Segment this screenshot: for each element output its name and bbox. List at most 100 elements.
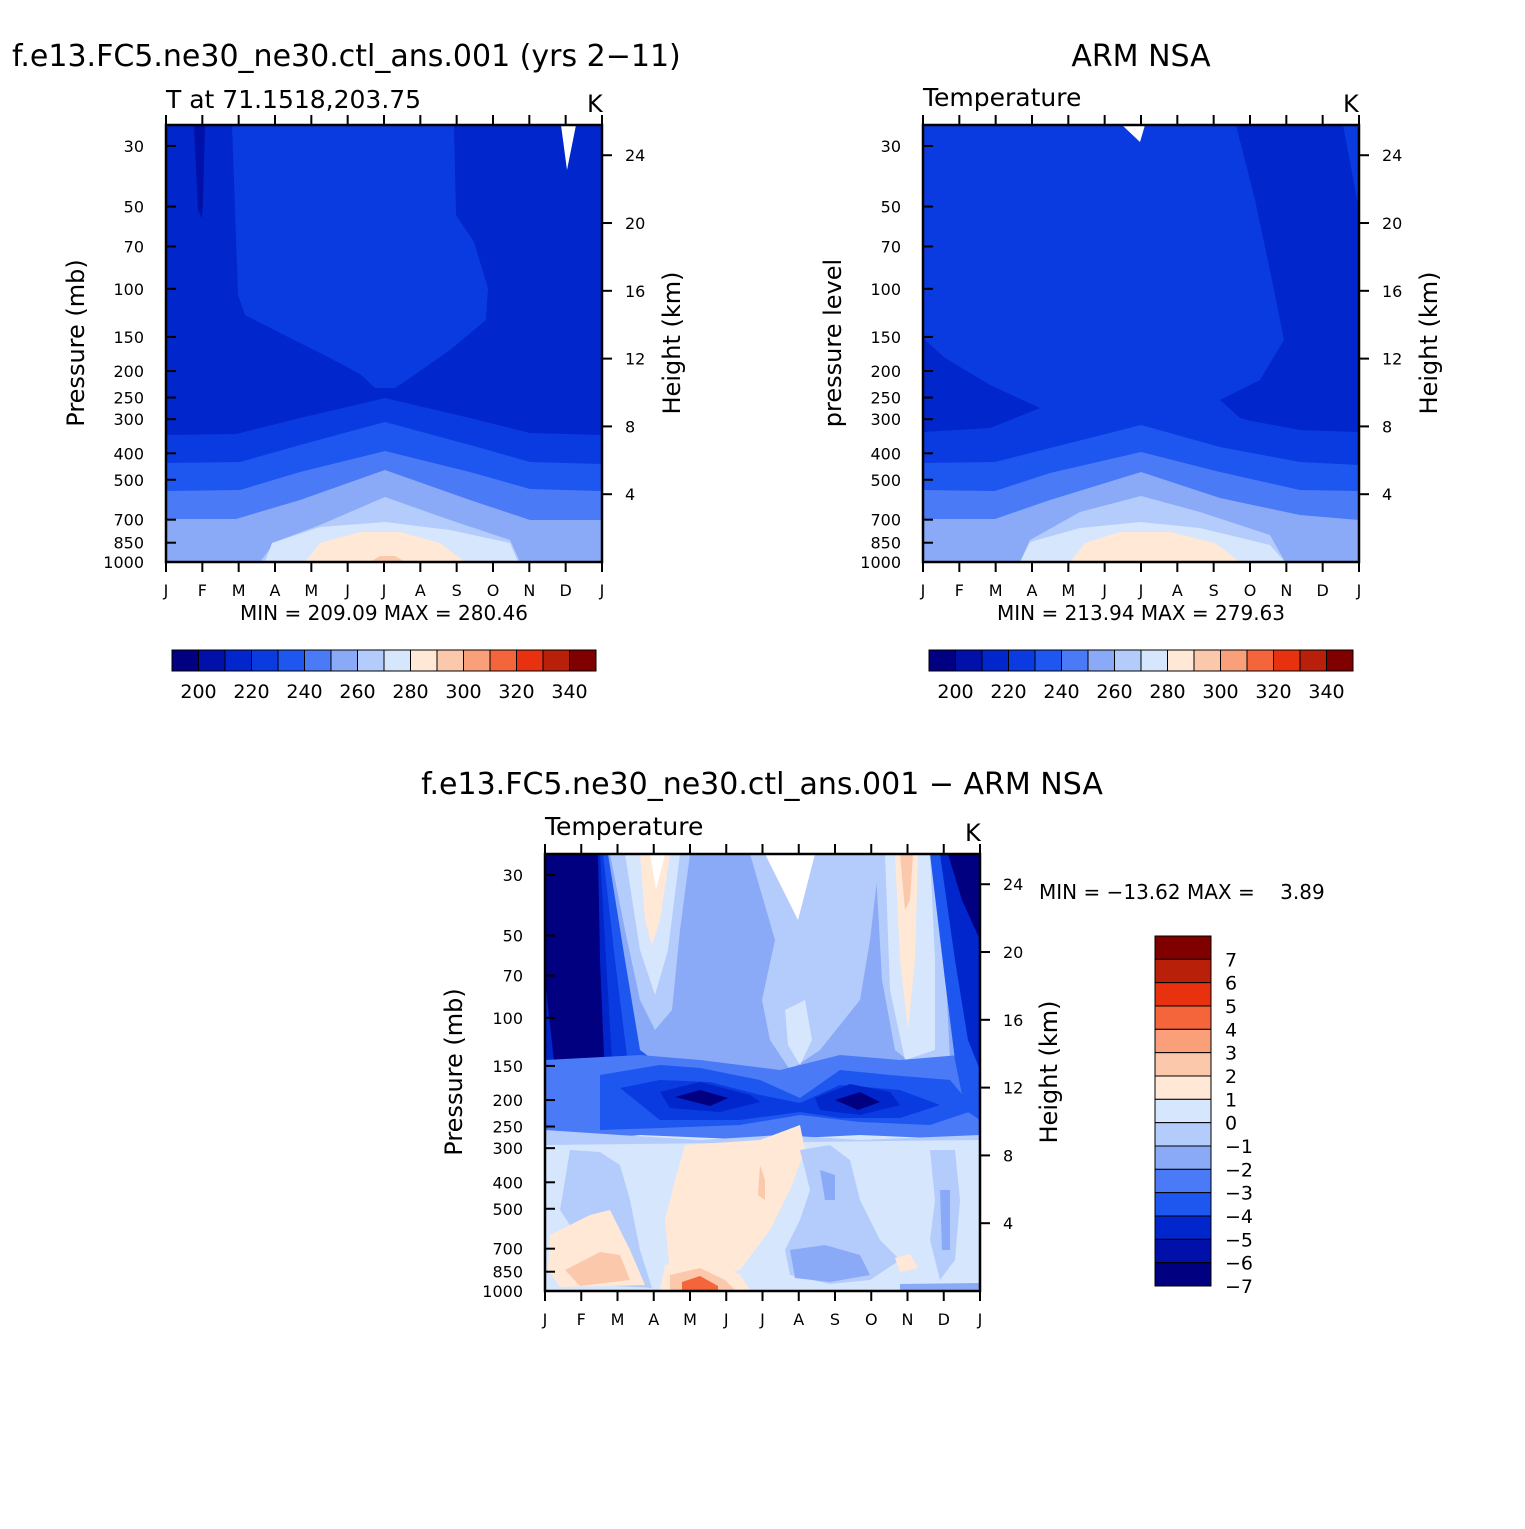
- contour-band: [900, 854, 913, 910]
- month-tick-label: O: [1244, 581, 1257, 600]
- colorbar-swatch: [1154, 1122, 1212, 1147]
- panel-obs-title: ARM NSA: [1071, 39, 1211, 74]
- panel-obs-colorbar: 200 220 240 260 280 300 320 340: [928, 649, 1354, 703]
- pressure-tick-label: 300: [870, 410, 901, 429]
- month-tick-label: J: [599, 581, 605, 600]
- contour-band: [940, 1190, 950, 1250]
- pressure-tick-label: 150: [870, 328, 901, 347]
- colorbar-swatch: [981, 649, 1009, 672]
- panel-diff-ylabel: Pressure (mb): [440, 988, 468, 1155]
- colorbar-label: 280: [1149, 681, 1185, 703]
- pressure-tick-label: 200: [492, 1091, 523, 1110]
- colorbar-swatch: [516, 649, 544, 672]
- height-tick-label: 12: [1382, 350, 1402, 369]
- panel-model-title: f.e13.FC5.ne30_ne30.ctl_ans.001 (yrs 2−1…: [12, 39, 681, 74]
- contour-band: [194, 125, 205, 218]
- pressure-tick-label: 30: [881, 137, 901, 156]
- contour-band: [895, 854, 918, 1030]
- month-tick-label: D: [1317, 581, 1329, 600]
- pressure-tick-label: 70: [503, 967, 523, 986]
- month-tick-label: J: [344, 581, 350, 600]
- colorbar-swatch: [489, 649, 517, 672]
- pressure-tick-label: 1000: [103, 553, 144, 572]
- pressure-tick-label: 250: [113, 389, 144, 408]
- height-tick-label: 16: [625, 282, 645, 301]
- colorbar-label: 300: [445, 681, 481, 703]
- height-tick-label: 8: [1003, 1146, 1013, 1165]
- colorbar-label: 200: [180, 681, 216, 703]
- colorbar-swatch: [955, 649, 983, 672]
- colorbar-swatch: [251, 649, 279, 672]
- month-tick-label: A: [1027, 581, 1038, 600]
- month-tick-label: A: [793, 1310, 804, 1329]
- colorbar-label: 220: [990, 681, 1026, 703]
- panel-diff-stats: MIN = −13.62 MAX = 3.89: [1039, 880, 1325, 904]
- pressure-tick-label: 500: [870, 471, 901, 490]
- pressure-tick-label: 400: [113, 444, 144, 463]
- month-tick-label: M: [232, 581, 246, 600]
- contour-band: [640, 854, 670, 945]
- month-tick-label: J: [920, 581, 926, 600]
- month-tick-label: A: [415, 581, 426, 600]
- colorbar-swatch: [1326, 649, 1354, 672]
- contour-band: [790, 1245, 870, 1282]
- pressure-tick-label: 700: [113, 511, 144, 530]
- pressure-tick-label: 500: [113, 471, 144, 490]
- colorbar-swatch: [1246, 649, 1274, 672]
- pressure-tick-label: 100: [113, 280, 144, 299]
- pressure-tick-label: 30: [124, 137, 144, 156]
- colorbar-label: −2: [1225, 1159, 1253, 1181]
- colorbar-swatch: [1273, 649, 1301, 672]
- panel-obs-y2label: Height (km): [1415, 272, 1443, 415]
- pressure-tick-label: 200: [113, 362, 144, 381]
- colorbar-label: 6: [1225, 973, 1237, 995]
- colorbar-swatch: [1154, 1075, 1212, 1100]
- colorbar-swatch: [1154, 1052, 1212, 1077]
- colorbar-label: −3: [1225, 1183, 1253, 1205]
- colorbar-label: 240: [286, 681, 322, 703]
- month-tick-label: M: [611, 1310, 625, 1329]
- contour-band: [900, 1283, 980, 1291]
- panel-obs-units: K: [1343, 90, 1360, 118]
- contour-band: [1220, 125, 1359, 435]
- panel-model-subtitle: T at 71.1518,203.75: [165, 85, 421, 114]
- colorbar-swatch: [569, 649, 597, 672]
- pressure-tick-label: 1000: [860, 553, 901, 572]
- contour-band: [675, 1090, 728, 1106]
- pressure-tick-label: 150: [113, 328, 144, 347]
- contour-band: [665, 1125, 805, 1280]
- month-tick-label: S: [1209, 581, 1219, 600]
- colorbar-swatch: [1154, 1098, 1212, 1124]
- month-tick-label: N: [902, 1310, 914, 1329]
- contour-band: [565, 1252, 630, 1286]
- colorbar-swatch: [1034, 649, 1062, 672]
- colorbar-label: 260: [339, 681, 375, 703]
- month-tick-label: D: [938, 1310, 950, 1329]
- month-tick-label: A: [1172, 581, 1183, 600]
- pressure-tick-label: 250: [870, 389, 901, 408]
- height-tick-label: 20: [625, 214, 645, 233]
- colorbar-swatch: [1154, 1262, 1212, 1287]
- colorbar-swatch: [224, 649, 252, 672]
- panel-diff: f.e13.FC5.ne30_ne30.ctl_ans.001 − ARM NS…: [421, 767, 1325, 1329]
- contour-band: [758, 1165, 765, 1200]
- month-tick-label: D: [560, 581, 572, 600]
- colorbar-swatch: [1154, 982, 1212, 1007]
- panel-model-units: K: [587, 90, 604, 118]
- pressure-tick-label: 70: [881, 238, 901, 257]
- panel-diff-title: f.e13.FC5.ne30_ne30.ctl_ans.001 − ARM NS…: [421, 767, 1103, 802]
- colorbar-label: 300: [1202, 681, 1238, 703]
- month-tick-label: M: [1061, 581, 1075, 600]
- pressure-tick-label: 1000: [482, 1282, 523, 1301]
- colorbar-swatch: [1154, 1215, 1212, 1240]
- colorbar-swatch: [171, 649, 199, 672]
- panel-diff-units: K: [965, 819, 982, 847]
- colorbar-label: 4: [1225, 1019, 1237, 1041]
- pressure-tick-label: 50: [124, 198, 144, 217]
- month-tick-label: O: [865, 1310, 878, 1329]
- contour-band: [545, 854, 608, 1122]
- pressure-tick-label: 300: [113, 410, 144, 429]
- panel-obs-stats: MIN = 213.94 MAX = 279.63: [997, 601, 1285, 625]
